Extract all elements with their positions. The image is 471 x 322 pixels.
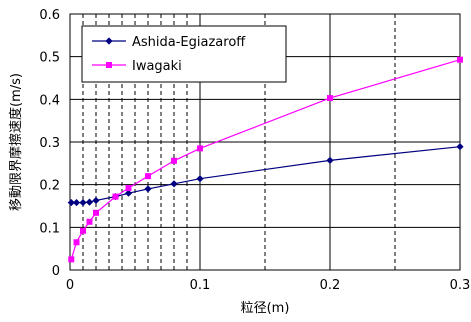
data-point-iwagaki (171, 157, 177, 164)
data-point-iwagaki (80, 227, 86, 234)
x-axis-label: 粒径(m) (241, 301, 290, 316)
data-point-iwagaki (457, 56, 463, 63)
legend-label: Ashida-Egiazaroff (132, 35, 246, 50)
data-point-iwagaki (73, 239, 80, 246)
y-tick-label: 0.4 (39, 93, 60, 108)
legend: Ashida-Egiazaroff Iwagaki (81, 25, 287, 83)
data-point-ashida-egiazaroff (124, 189, 133, 197)
data-point-iwagaki (125, 185, 132, 192)
x-tick-labels: 0 0.1 0.2 0.3 (66, 278, 470, 293)
data-point-ashida-egiazaroff (144, 185, 152, 193)
y-tick-label: 0.1 (39, 221, 60, 236)
data-point-ashida-egiazaroff (170, 180, 178, 188)
data-point-ashida-egiazaroff (85, 198, 94, 206)
data-point-iwagaki (327, 95, 333, 102)
data-point-ashida-egiazaroff (92, 196, 100, 205)
legend-swatch-marker (106, 62, 112, 68)
y-tick-label: 0.2 (39, 179, 60, 194)
data-point-ashida-egiazaroff (79, 198, 87, 207)
data-point-iwagaki (93, 209, 99, 216)
x-tick-label: 0.2 (320, 278, 341, 293)
data-point-iwagaki (197, 145, 203, 152)
data-point-ashida-egiazaroff (326, 156, 334, 164)
data-point-iwagaki (68, 256, 75, 263)
y-tick-label: 0.3 (39, 136, 60, 151)
data-point-iwagaki (86, 218, 93, 225)
x-tick-label: 0.3 (450, 278, 471, 293)
data-point-ashida-egiazaroff (72, 198, 81, 207)
data-point-ashida-egiazaroff (456, 143, 464, 151)
data-point-ashida-egiazaroff (196, 175, 204, 183)
legend-swatch-marker (105, 37, 113, 45)
y-tick-label: 0 (52, 264, 60, 279)
data-point-ashida-egiazaroff (67, 198, 75, 207)
data-point-iwagaki (145, 173, 151, 180)
y-tick-labels: 0 0.1 0.2 0.3 0.4 0.5 0.6 (39, 8, 60, 279)
series-markers (67, 56, 464, 263)
x-tick-label: 0 (66, 278, 74, 293)
y-tick-label: 0.5 (39, 51, 60, 66)
x-tick-label: 0.1 (190, 278, 211, 293)
y-axis-label: 移動限界摩擦速度(m/s) (8, 73, 24, 211)
y-tick-label: 0.6 (39, 8, 60, 23)
data-point-iwagaki (112, 193, 119, 200)
legend-box (81, 25, 287, 83)
legend-label: Iwagaki (132, 59, 182, 74)
